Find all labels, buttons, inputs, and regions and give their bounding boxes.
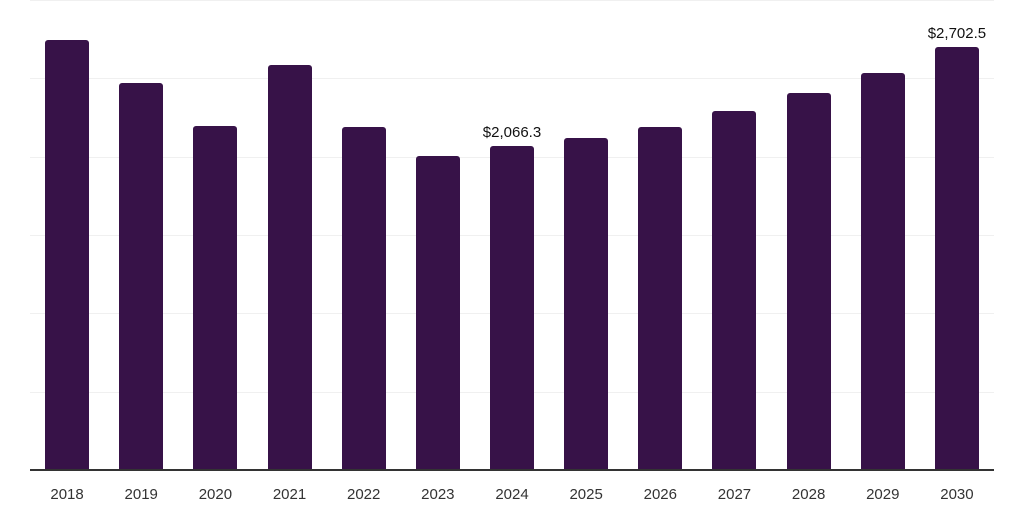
x-tick-label: 2020	[198, 486, 233, 503]
x-tick-label: 2029	[866, 486, 900, 503]
x-tick-label: 2018	[50, 486, 84, 503]
x-tick-label: 2022	[347, 486, 381, 503]
x-axis-line	[30, 469, 994, 471]
x-tick-label: 2028	[791, 486, 826, 503]
bar-2026[interactable]	[638, 126, 683, 470]
bar-2025[interactable]	[564, 137, 609, 470]
data-label: $2,702.5	[927, 24, 987, 42]
x-tick-label: 2027	[717, 486, 752, 503]
bar-2018[interactable]	[45, 39, 90, 470]
bar-2027[interactable]	[712, 110, 757, 470]
gridline	[30, 78, 994, 79]
x-tick-label: 2030	[940, 486, 974, 503]
gridline	[30, 0, 994, 1]
bar-2023[interactable]	[415, 155, 460, 470]
bar-2020[interactable]	[193, 125, 238, 470]
x-tick-label: 2019	[124, 486, 158, 503]
bar-2021[interactable]	[267, 64, 312, 470]
bar-2019[interactable]	[119, 82, 164, 470]
x-tick-label: 2021	[272, 486, 307, 503]
bar-2022[interactable]	[341, 126, 386, 470]
data-label: $2,066.3	[482, 124, 542, 142]
bar-2029[interactable]	[860, 72, 905, 470]
x-tick-label: 2025	[569, 486, 603, 503]
x-tick-label: 2024	[495, 486, 529, 503]
bar-2024[interactable]	[490, 146, 534, 470]
x-tick-label: 2023	[421, 486, 455, 503]
bar-2028[interactable]	[786, 92, 831, 470]
x-tick-label: 2026	[643, 486, 677, 503]
bar-2030[interactable]	[934, 46, 979, 470]
